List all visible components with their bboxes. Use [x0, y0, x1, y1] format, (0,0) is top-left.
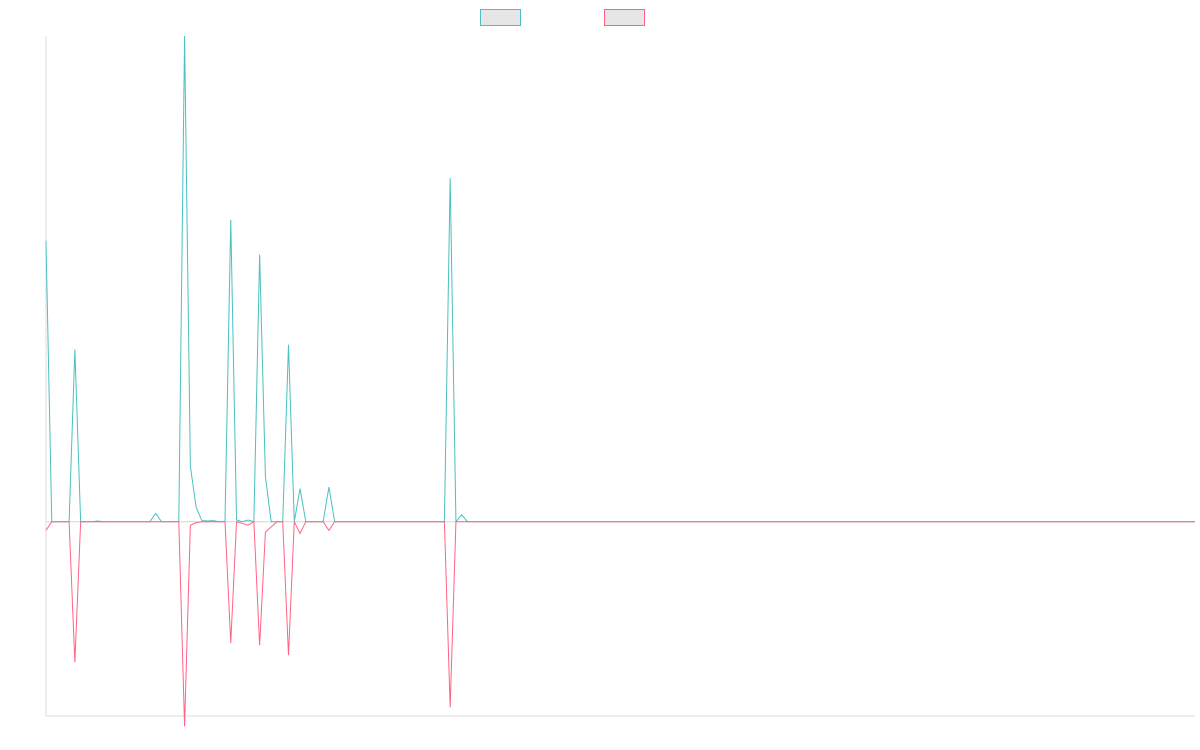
series-line-2: [45, 520, 1195, 727]
series-layer: [45, 35, 1195, 727]
legend-swatch-1[interactable]: [480, 9, 521, 26]
legend-swatch-2[interactable]: [604, 9, 645, 26]
legend[interactable]: [480, 9, 645, 26]
series-line-1: [45, 35, 1195, 524]
